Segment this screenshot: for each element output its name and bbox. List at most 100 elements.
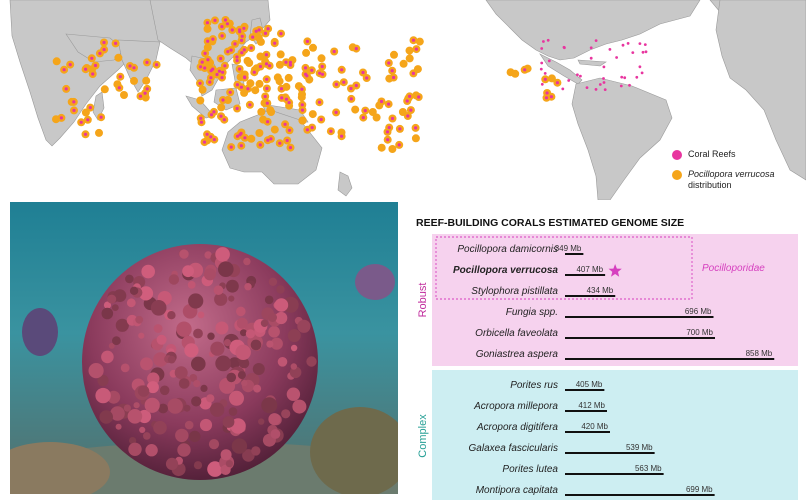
reef-dot <box>635 75 639 79</box>
reef-dot <box>349 86 353 91</box>
coral-bump <box>200 384 208 392</box>
reef-dot <box>219 56 223 61</box>
coral-bump <box>115 423 122 430</box>
coral-bump <box>175 428 189 443</box>
reef-dot <box>354 83 358 88</box>
coral-bump <box>270 337 283 350</box>
reef-dot <box>602 77 605 80</box>
coral-bump <box>206 394 215 403</box>
legend-coral-reefs: Coral Reefs <box>672 149 775 160</box>
reef-dot <box>132 66 136 70</box>
distribution-dot <box>375 101 384 110</box>
reef-dot <box>240 38 244 43</box>
reef-dot <box>206 39 210 43</box>
coral-bump <box>264 295 274 305</box>
distribution-dot <box>247 134 256 143</box>
rock-right <box>310 407 398 494</box>
reef-dot <box>342 80 346 84</box>
value-label: 349 Mb <box>555 244 582 253</box>
coral-bump <box>236 306 246 317</box>
reef-dot <box>240 51 244 55</box>
reef-dot <box>88 106 92 110</box>
value-label: 700 Mb <box>686 328 713 337</box>
reef-dot <box>238 28 242 32</box>
species-name: Montipora capitata <box>476 485 559 496</box>
reef-dot <box>229 145 233 149</box>
coral-bump <box>213 285 224 295</box>
reef-dot <box>145 60 149 64</box>
coral-bump <box>292 399 307 414</box>
species-name: Orbicella faveolata <box>475 328 558 339</box>
reef-dot <box>229 48 233 52</box>
reef-dot <box>585 86 589 89</box>
reef-dot <box>411 71 415 75</box>
reef-dot <box>251 35 255 39</box>
reef-dot <box>225 22 229 26</box>
coral-bump <box>244 283 252 291</box>
world-coral-map <box>9 0 806 200</box>
species-name: Galaxea fascicularis <box>469 443 558 454</box>
distribution-dot <box>217 103 226 112</box>
species-row: Pocillopora verrucosa 407 Mb <box>453 264 622 277</box>
distribution-dot <box>81 108 90 117</box>
reef-dot <box>365 76 369 80</box>
reef-dot <box>200 60 204 64</box>
coral-bump <box>235 344 251 360</box>
reef-dot <box>220 34 224 38</box>
reef-dot <box>363 109 367 113</box>
species-name: Stylophora pistillata <box>471 286 558 297</box>
distribution-dot <box>298 90 306 99</box>
coral-bump <box>184 343 199 358</box>
coral-bump <box>129 437 137 445</box>
reef-dot <box>72 100 76 104</box>
coral-bump <box>275 311 288 325</box>
reef-dot <box>385 130 390 134</box>
coral-bump <box>204 251 212 259</box>
species-name: Porites rus <box>510 380 558 391</box>
coral-bump <box>177 443 191 457</box>
reef-dot <box>208 80 212 84</box>
reef-dot <box>230 28 234 32</box>
reef-dot <box>222 118 226 122</box>
reef-dot <box>68 63 72 67</box>
coral-bump <box>268 277 278 286</box>
reef-dot <box>397 143 401 147</box>
coral-bump <box>115 318 129 332</box>
reef-dot <box>361 116 365 120</box>
reef-dot <box>288 63 292 67</box>
reef-dot <box>608 48 612 51</box>
coral-bump <box>120 363 130 373</box>
reef-dot <box>349 97 353 101</box>
reef-dot <box>638 42 642 45</box>
reef-dot <box>258 64 263 69</box>
reef-dot <box>589 46 593 50</box>
species-row: Orbicella faveolata 700 Mb <box>475 328 715 339</box>
reef-dot <box>284 60 288 64</box>
coral-bump <box>243 257 251 266</box>
distribution-dot <box>405 46 414 55</box>
coral-bump <box>158 403 169 414</box>
species-row: Galaxea fascicularis 539 Mb <box>469 443 655 454</box>
distribution-dot <box>317 54 326 63</box>
coral-bump <box>95 387 111 404</box>
reef-dot <box>320 64 324 69</box>
reef-dot <box>602 81 606 84</box>
distribution-dot <box>257 107 266 116</box>
distribution-dot <box>282 82 291 91</box>
distribution-dot <box>203 24 212 33</box>
reef-dot <box>340 68 344 72</box>
reef-dot <box>235 83 239 87</box>
coral-bump <box>228 407 238 416</box>
reef-dot <box>545 91 549 95</box>
coral-bump <box>167 311 176 320</box>
group-complex: Complex Porites rus 405 Mb Acropora millepo… <box>417 370 798 500</box>
coral-bump <box>237 371 246 380</box>
reef-dot <box>405 99 409 103</box>
coral-bump <box>187 281 196 289</box>
coral-bump <box>174 366 188 380</box>
reef-dot <box>117 86 121 90</box>
reef-dot <box>304 72 308 76</box>
distribution-dot <box>196 96 205 105</box>
reef-dot <box>254 29 258 33</box>
reef-dot <box>265 101 269 105</box>
